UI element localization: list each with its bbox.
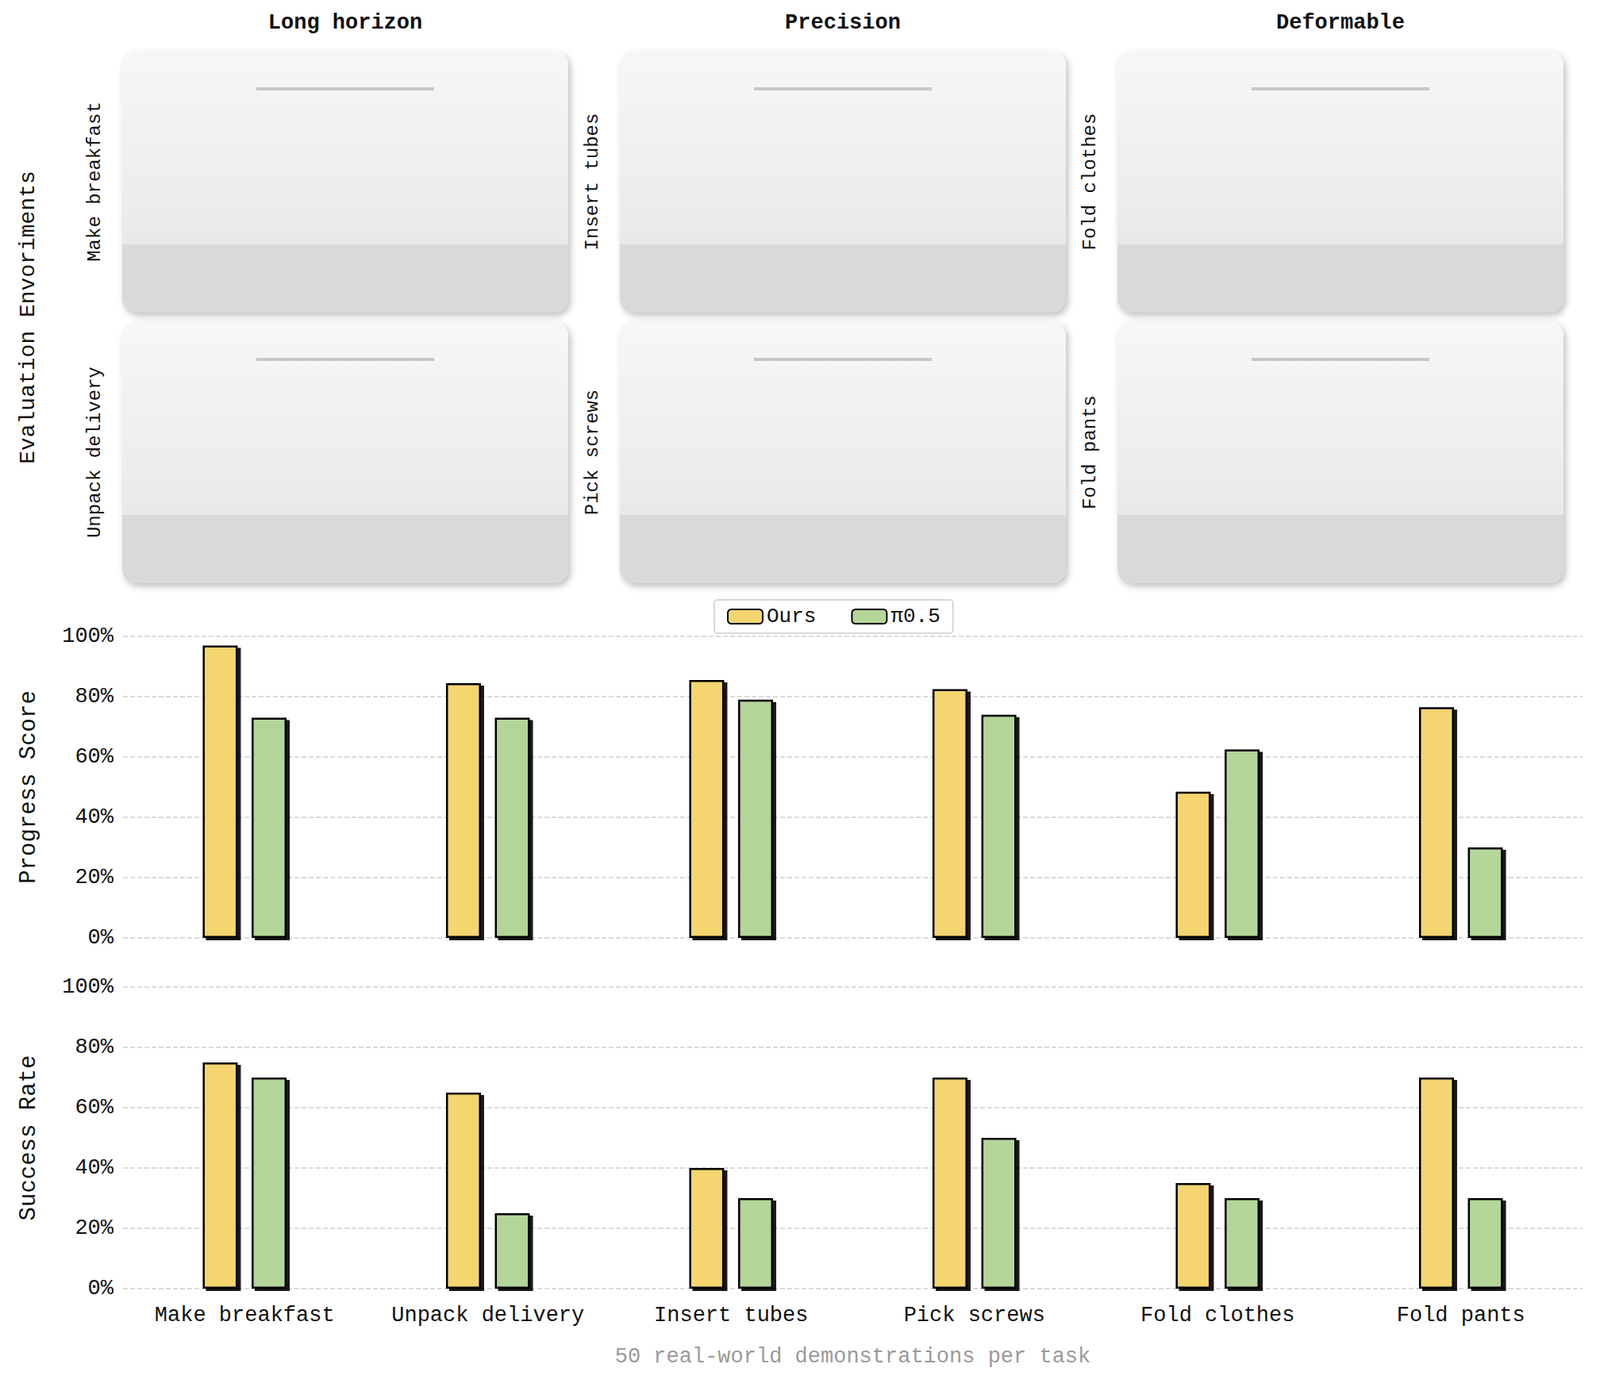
html-text:Long horizon: Long horizon xyxy=(268,11,423,35)
html-text:Evaluation Envoriments: Evaluation Envoriments xyxy=(15,170,41,465)
svg-text:20%: 20% xyxy=(74,865,114,890)
svg-text:50 real-world demonstrations p: 50 real-world demonstrations per task xyxy=(615,1345,1092,1370)
svg-text:π0.5: π0.5 xyxy=(890,604,940,629)
svg-text:Progress Score: Progress Score xyxy=(15,690,43,885)
svg-text:Ours: Ours xyxy=(766,604,816,629)
html-text:Pick screws: Pick screws xyxy=(581,389,604,516)
html-text:Fold clothes: Fold clothes xyxy=(1079,113,1101,251)
svg-text:Fold pants: Fold pants xyxy=(1396,1303,1526,1328)
svg-text:Success Rate: Success Rate xyxy=(15,1055,43,1222)
svg-text:80%: 80% xyxy=(74,1035,114,1060)
html-text:Fold pants: Fold pants xyxy=(1079,395,1101,510)
html-text:Make breakfast: Make breakfast xyxy=(84,101,106,262)
svg-text:40%: 40% xyxy=(74,1156,114,1181)
svg-text:20%: 20% xyxy=(74,1216,114,1241)
svg-text:60%: 60% xyxy=(74,745,114,770)
svg-text:Insert tubes: Insert tubes xyxy=(653,1303,808,1328)
html-text:Deformable: Deformable xyxy=(1276,11,1405,35)
svg-text:80%: 80% xyxy=(74,684,114,709)
svg-text:0%: 0% xyxy=(88,1276,115,1301)
svg-text:Fold clothes: Fold clothes xyxy=(1140,1303,1295,1328)
svg-text:100%: 100% xyxy=(61,624,115,649)
html-text:Unpack delivery: Unpack delivery xyxy=(84,366,106,539)
svg-text:60%: 60% xyxy=(74,1096,114,1120)
svg-text:Unpack delivery: Unpack delivery xyxy=(391,1303,585,1328)
svg-text:40%: 40% xyxy=(74,805,114,830)
svg-text:Make breakfast: Make breakfast xyxy=(154,1303,335,1328)
svg-text:Pick screws: Pick screws xyxy=(903,1303,1046,1328)
html-text:Precision: Precision xyxy=(785,11,901,35)
html-text:Insert tubes: Insert tubes xyxy=(581,113,604,251)
svg-text:100%: 100% xyxy=(61,975,115,1000)
svg-text:0%: 0% xyxy=(88,926,115,950)
